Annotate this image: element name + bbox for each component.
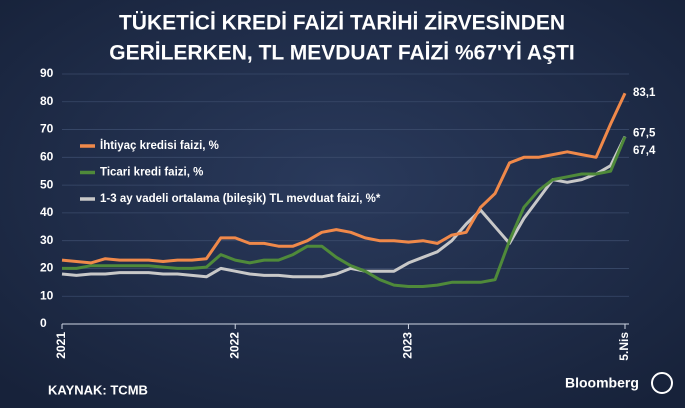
value-label: 83,1: [633, 87, 656, 99]
y-tick-label: 40: [40, 205, 54, 219]
legend-label: İhtiyaç kredisi faizi, %: [100, 139, 219, 152]
plot: 0 10 20 30 40 50 60 70 80 90 2021 2022 2023 5.Nis İhti…: [40, 66, 656, 361]
y-tick-label: 20: [40, 261, 54, 275]
y-tick-label: 0: [40, 316, 47, 330]
x-tick-label: 2023: [401, 332, 415, 359]
y-tick-label: 70: [40, 122, 54, 136]
x-tick-label: 2022: [227, 332, 241, 359]
legend-label: Ticari kredi faizi, %: [100, 167, 203, 179]
source: KAYNAK: TCMB: [48, 382, 148, 397]
y-tick-label: 30: [40, 233, 54, 247]
x-tick-label: 2021: [54, 332, 68, 359]
y-tick-label: 60: [40, 150, 54, 164]
y-tick-label: 90: [40, 66, 54, 80]
y-tick-label: 50: [40, 177, 54, 191]
x-tick-label: 5.Nis: [617, 332, 631, 361]
y-tick-label: 80: [40, 94, 54, 108]
brand: Bloomberg: [565, 375, 639, 391]
series-line: [61, 92, 627, 265]
legend-label: 1-3 ay vadeli ortalama (bileşik) TL mevd…: [100, 193, 381, 205]
y-tick-label: 10: [40, 288, 54, 302]
value-label: 67,4: [633, 145, 656, 157]
chart-title: TÜKETİCİ KREDİ FAİZİ TARİHİ ZİRVESİNDEN: [119, 12, 565, 35]
chart-title: GERİLERKEN, TL MEVDUAT FAİZİ %67'Yİ AŞTI: [109, 42, 575, 65]
brand-logo: [651, 372, 673, 394]
series-line: [62, 136, 627, 288]
series-line: [61, 135, 627, 279]
value-label: 67,5: [633, 128, 656, 140]
